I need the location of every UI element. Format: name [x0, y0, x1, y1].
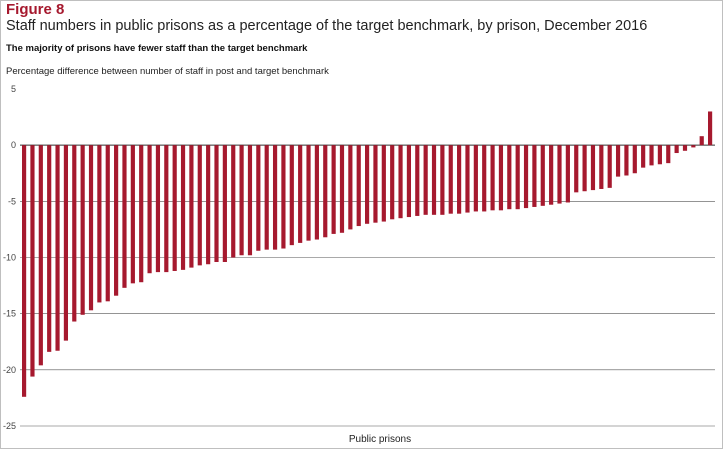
bar [582, 145, 587, 192]
bar [63, 145, 69, 341]
bar [97, 145, 102, 303]
bar [632, 145, 637, 174]
bar [440, 145, 445, 215]
bar [365, 145, 370, 224]
bar [390, 145, 395, 220]
bar [114, 145, 119, 296]
bar [699, 136, 704, 146]
bar [666, 145, 671, 164]
bar [708, 111, 713, 146]
bar [214, 145, 219, 262]
bar [406, 145, 412, 218]
bar [398, 145, 403, 219]
bar [298, 145, 303, 243]
bar [22, 145, 27, 397]
bar [272, 145, 278, 250]
bar [130, 145, 135, 284]
bar [323, 145, 328, 238]
bar [306, 145, 311, 241]
bar [247, 145, 253, 256]
bar [339, 145, 345, 233]
bar [457, 145, 462, 214]
bar [197, 145, 202, 266]
bar [532, 145, 537, 207]
bar [482, 145, 487, 212]
bar [431, 145, 437, 215]
bar [331, 145, 336, 234]
bar [264, 145, 269, 250]
bar [122, 145, 127, 288]
bar [615, 145, 621, 177]
bar [348, 145, 353, 230]
bar [448, 145, 453, 214]
y-tick-label: -25 [3, 421, 16, 431]
y-tick-label: 5 [11, 84, 16, 94]
bar [599, 145, 604, 189]
bar [624, 145, 629, 176]
bar [139, 145, 144, 283]
bar [80, 145, 85, 315]
bar [507, 145, 512, 210]
bar [465, 145, 470, 213]
bar [289, 145, 294, 246]
bar [373, 145, 378, 223]
bar [607, 145, 612, 188]
bar [649, 145, 654, 166]
bar [565, 145, 570, 203]
bar [47, 145, 52, 352]
bar [172, 145, 177, 271]
bar [523, 145, 529, 209]
bar [180, 145, 186, 270]
bar [540, 145, 545, 206]
bar [281, 145, 286, 249]
y-tick-labels: 5 0 -5 -10 -15 -20 -25 [3, 84, 16, 431]
bar [682, 145, 688, 151]
bar [222, 145, 227, 262]
bar [256, 145, 261, 251]
bar [515, 145, 520, 210]
bar [105, 145, 110, 302]
bar [490, 145, 495, 211]
y-axis-label: Percentage difference between number of … [6, 66, 329, 77]
chart-subtitle: The majority of prisons have fewer staff… [6, 43, 308, 54]
bar [206, 145, 211, 265]
bar [155, 145, 161, 273]
bar [590, 145, 596, 191]
bar [239, 145, 244, 256]
bar [498, 145, 504, 211]
bar [164, 145, 169, 273]
bar [549, 145, 554, 205]
y-tick-label: -15 [3, 309, 16, 319]
bar [38, 145, 43, 366]
bar [30, 145, 35, 377]
bar [691, 145, 696, 148]
bar [657, 145, 662, 165]
bar [674, 145, 679, 154]
bar [189, 145, 194, 268]
y-tick-label: -20 [3, 365, 16, 375]
bar [88, 145, 94, 311]
bar [423, 145, 428, 215]
figure-label: Figure 8 [6, 1, 65, 18]
bar [55, 145, 60, 351]
bar [231, 145, 236, 258]
x-axis-label: Public prisons [349, 434, 411, 445]
bar [356, 145, 361, 227]
bar [557, 145, 562, 204]
bar [641, 145, 646, 168]
bar [415, 145, 420, 216]
bar [381, 145, 386, 222]
y-tick-label: -5 [8, 196, 16, 206]
y-tick-label: -10 [3, 253, 16, 263]
bar [314, 145, 319, 240]
chart-title: Staff numbers in public prisons as a per… [6, 18, 648, 34]
bar [72, 145, 77, 322]
y-tick-label: 0 [11, 140, 16, 150]
bars [22, 111, 713, 397]
bar [147, 145, 152, 274]
bar [473, 145, 478, 212]
bar [574, 145, 579, 193]
